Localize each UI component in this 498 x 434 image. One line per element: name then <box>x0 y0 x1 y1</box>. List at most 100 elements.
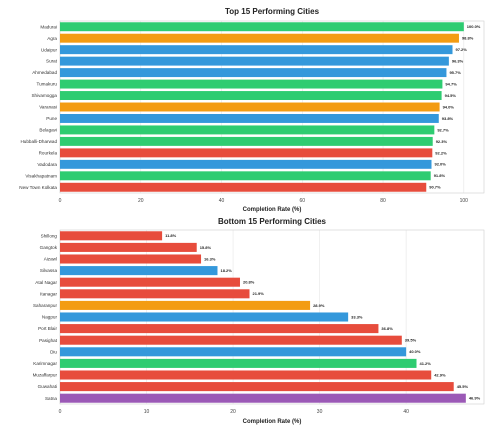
data-label: 94.0% <box>443 104 455 109</box>
data-label: 18.2% <box>220 268 232 273</box>
category-label: Port Blair <box>38 326 57 331</box>
data-label: 92.3% <box>436 139 448 144</box>
bar <box>60 171 431 181</box>
data-label: 94.7% <box>445 81 457 86</box>
category-label: Nagpur <box>42 315 58 320</box>
x-tick-label: 10 <box>144 409 150 415</box>
bar <box>60 102 440 112</box>
bar <box>60 148 433 158</box>
category-label: Ahmedabad <box>32 70 57 75</box>
category-label: Rourkela <box>39 150 58 155</box>
bar <box>60 242 197 252</box>
data-label: 16.3% <box>204 256 216 261</box>
bar <box>60 335 402 345</box>
data-label: 28.9% <box>313 303 325 308</box>
category-label: Shivamogga <box>31 93 57 98</box>
bar <box>60 231 163 241</box>
x-tick-label: 40 <box>403 409 409 415</box>
bar <box>60 91 442 101</box>
data-label: 95.7% <box>449 70 461 75</box>
category-label: Gangtok <box>40 245 58 250</box>
data-label: 96.3% <box>452 59 464 64</box>
x-tick-label: 60 <box>300 198 306 204</box>
category-label: Tumakuru <box>36 82 57 87</box>
data-label: 42.9% <box>434 372 446 377</box>
bar <box>60 56 449 66</box>
data-label: 11.8% <box>165 233 177 238</box>
data-label: 92.0% <box>435 162 447 167</box>
category-label: Udaipur <box>41 47 58 52</box>
bar <box>60 68 447 78</box>
bar <box>60 358 417 368</box>
chart-panel-1: Top 15 Performing Cities Madurai 100.0% Agr… <box>19 7 485 213</box>
data-label: 21.9% <box>253 291 265 296</box>
bar <box>60 113 439 123</box>
x-axis-label: Completion Rate (%) <box>243 207 302 213</box>
bar <box>60 254 202 264</box>
x-tick-label: 20 <box>138 198 144 204</box>
x-tick-label: 80 <box>380 198 386 204</box>
bar <box>60 125 435 135</box>
bar <box>60 22 464 32</box>
category-label: Muzaffarpur <box>33 373 58 378</box>
bar <box>60 393 466 403</box>
data-label: 94.5% <box>445 93 457 98</box>
bar <box>60 312 349 322</box>
bar <box>60 159 432 169</box>
data-label: 20.8% <box>243 280 255 285</box>
x-tick-label: 0 <box>59 198 62 204</box>
category-label: Pasighat <box>39 338 58 343</box>
category-label: Visakhapatnam <box>25 173 57 178</box>
bar <box>60 277 240 287</box>
x-tick-label: 40 <box>219 198 225 204</box>
bar <box>60 300 311 310</box>
data-label: 92.2% <box>435 150 447 155</box>
category-label: Aizawl <box>44 257 57 262</box>
data-label: 33.3% <box>351 314 363 319</box>
bar <box>60 79 443 89</box>
bar <box>60 347 407 357</box>
bar <box>60 289 250 299</box>
data-label: 91.8% <box>434 173 446 178</box>
bar <box>60 370 432 380</box>
chart-panel-2: Bottom 15 Performing Cities Shillong 11.8%… <box>33 217 485 425</box>
bar <box>60 324 379 334</box>
chart-title: Bottom 15 Performing Cities <box>218 217 327 226</box>
data-label: 100.0% <box>467 24 481 29</box>
data-label: 40.0% <box>409 349 421 354</box>
data-label: 36.8% <box>381 326 393 331</box>
category-label: Diu <box>50 349 57 354</box>
x-tick-label: 100 <box>460 198 469 204</box>
category-label: Itanagar <box>40 291 57 296</box>
bar <box>60 45 453 55</box>
category-label: Surat <box>46 59 58 64</box>
data-label: 39.5% <box>405 338 417 343</box>
bar <box>60 382 454 392</box>
data-label: 41.2% <box>420 361 432 366</box>
category-label: Satna <box>45 396 57 401</box>
data-label: 90.7% <box>429 185 441 190</box>
category-label: Varanasi <box>39 105 57 110</box>
category-label: Madurai <box>40 24 57 29</box>
data-label: 97.2% <box>456 47 468 52</box>
chart-title: Top 15 Performing Cities <box>225 7 320 16</box>
data-label: 46.9% <box>469 396 481 401</box>
category-label: Vadodara <box>37 162 57 167</box>
category-label: Shillong <box>41 233 58 238</box>
bar <box>60 182 427 192</box>
x-tick-label: 20 <box>230 409 236 415</box>
data-label: 92.7% <box>437 127 449 132</box>
bar <box>60 266 218 276</box>
data-label: 45.5% <box>457 384 469 389</box>
data-label: 15.8% <box>200 245 212 250</box>
category-label: New Town Kolkata <box>19 185 57 190</box>
data-label: 93.8% <box>442 116 454 121</box>
x-axis-label: Completion Rate (%) <box>243 419 302 425</box>
category-label: Hubballi-Dharwad <box>20 139 57 144</box>
category-label: Guwahati <box>38 384 57 389</box>
category-label: Agra <box>47 36 57 41</box>
category-label: Belagavi <box>39 128 57 133</box>
category-label: Atal Nagar <box>35 280 57 285</box>
x-tick-label: 0 <box>59 409 62 415</box>
